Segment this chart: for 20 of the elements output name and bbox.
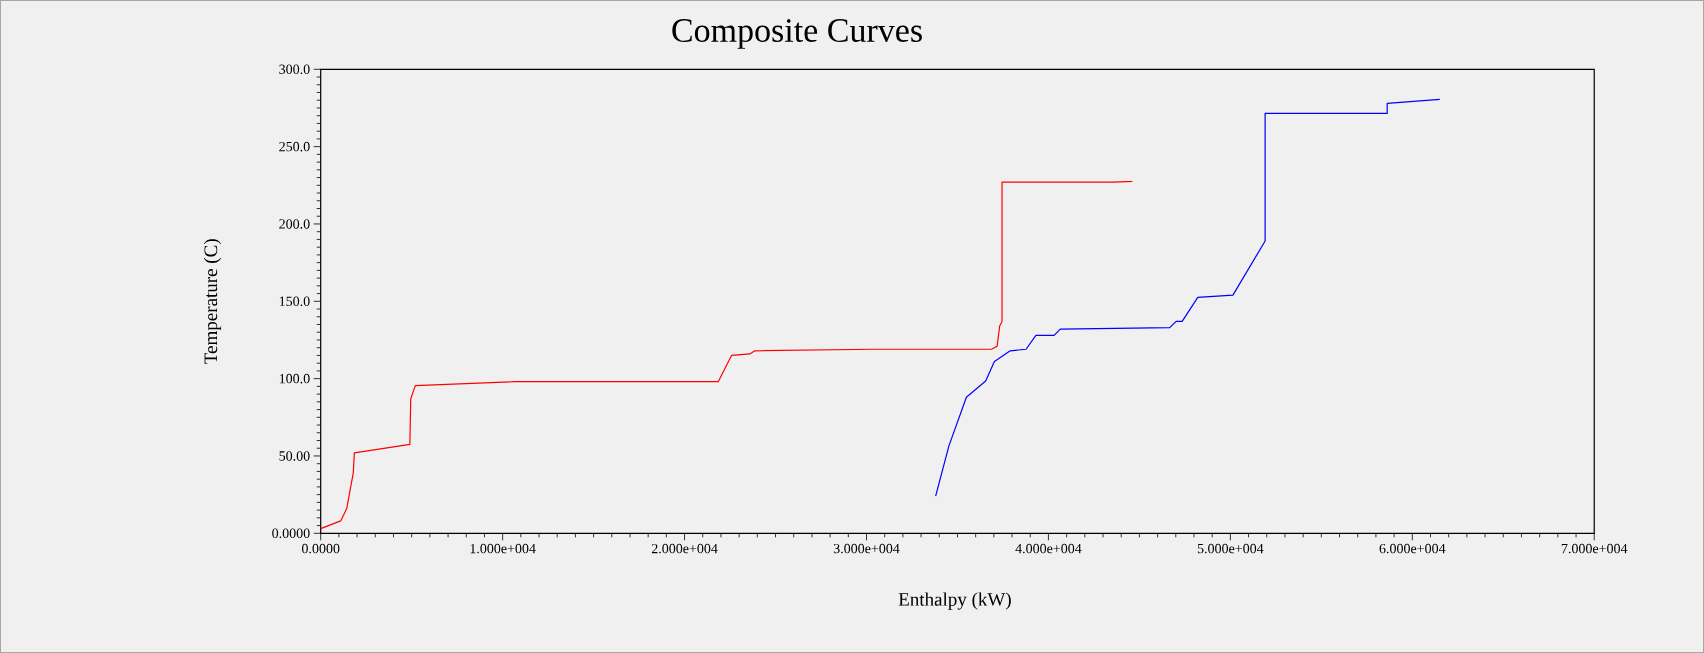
x-tick-label: 3.000e+004 bbox=[833, 543, 900, 554]
y-tick-label: 200.0 bbox=[279, 219, 310, 229]
x-tick-label: 2.000e+004 bbox=[651, 543, 718, 554]
y-tick-label: 100.0 bbox=[279, 373, 310, 384]
y-axis-title: Temperature (C) bbox=[203, 239, 222, 364]
y-tick-label: 250.0 bbox=[279, 141, 310, 152]
x-tick-label: 6.000e+004 bbox=[1379, 543, 1446, 554]
x-tick-label: 0.0000 bbox=[301, 543, 340, 554]
line-series bbox=[320, 180, 1133, 530]
y-tick-label: 300.0 bbox=[279, 64, 310, 75]
x-tick-label: 5.000e+004 bbox=[1197, 543, 1264, 554]
x-tick-label: 4.000e+004 bbox=[1015, 543, 1082, 554]
x-tick-label: 7.000e+004 bbox=[1561, 543, 1628, 554]
x-axis-title: Enthalpy (kW) bbox=[898, 592, 1011, 610]
y-tick-label: 50.00 bbox=[279, 451, 310, 461]
line-series bbox=[935, 98, 1441, 497]
x-tick-label: 1.000e+004 bbox=[470, 543, 536, 554]
y-tick-label: 0.0000 bbox=[272, 528, 310, 539]
chart-title: Composite Curves bbox=[672, 19, 922, 49]
y-tick-label: 150.0 bbox=[279, 296, 310, 307]
